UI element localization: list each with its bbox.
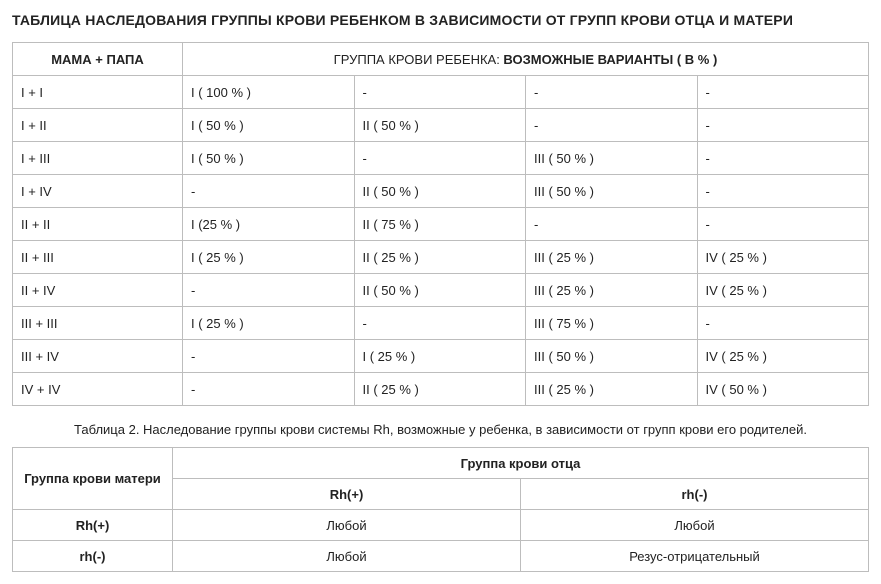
cell-child-variant: - [697,142,869,175]
cell-parents: III + III [13,307,183,340]
cell-child-variant: III ( 50 % ) [526,142,698,175]
cell-parents: II + II [13,208,183,241]
cell-mother-rh: Rh(+) [13,510,173,541]
cell-result: Любой [173,541,521,572]
cell-parents: II + IV [13,274,183,307]
cell-child-variant: III ( 25 % ) [526,241,698,274]
table-row: III + IV-I ( 25 % )III ( 50 % )IV ( 25 %… [13,340,869,373]
cell-result: Резус-отрицательный [521,541,869,572]
cell-child-variant: I (25 % ) [183,208,355,241]
cell-mother-rh: rh(-) [13,541,173,572]
blood-type-inheritance-table: МАМА + ПАПА ГРУППА КРОВИ РЕБЕНКА: ВОЗМОЖ… [12,42,869,406]
cell-child-variant: IV ( 25 % ) [697,274,869,307]
cell-child-variant: II ( 25 % ) [354,241,526,274]
table-header-row: МАМА + ПАПА ГРУППА КРОВИ РЕБЕНКА: ВОЗМОЖ… [13,43,869,76]
cell-child-variant: II ( 50 % ) [354,109,526,142]
cell-child-variant: I ( 50 % ) [183,142,355,175]
header-parents: МАМА + ПАПА [13,43,183,76]
table-row: I + IIII ( 50 % )-III ( 50 % )- [13,142,869,175]
cell-parents: I + III [13,142,183,175]
cell-child-variant: IV ( 25 % ) [697,340,869,373]
cell-child-variant: II ( 25 % ) [354,373,526,406]
cell-result: Любой [521,510,869,541]
table-row: III + IIII ( 25 % )-III ( 75 % )- [13,307,869,340]
cell-result: Любой [173,510,521,541]
cell-child-variant: II ( 50 % ) [354,274,526,307]
cell-child-variant: II ( 75 % ) [354,208,526,241]
cell-child-variant: - [183,175,355,208]
cell-child-variant: - [354,76,526,109]
cell-child-variant: - [183,340,355,373]
cell-child-variant: I ( 25 % ) [183,241,355,274]
header-child-variants: ГРУППА КРОВИ РЕБЕНКА: ВОЗМОЖНЫЕ ВАРИАНТЫ… [183,43,869,76]
table-row: II + IIII ( 25 % )II ( 25 % )III ( 25 % … [13,241,869,274]
cell-child-variant: - [697,175,869,208]
table-row: II + III (25 % )II ( 75 % )-- [13,208,869,241]
cell-parents: I + I [13,76,183,109]
father-col-rh-neg: rh(-) [521,479,869,510]
cell-child-variant: - [697,307,869,340]
header-child-bold: ВОЗМОЖНЫЕ ВАРИАНТЫ ( В % ) [503,52,717,67]
cell-child-variant: I ( 25 % ) [354,340,526,373]
table-row: I + II ( 100 % )--- [13,76,869,109]
cell-child-variant: - [697,208,869,241]
cell-child-variant: - [354,307,526,340]
table2-header-row1: Группа крови матери Группа крови отца [13,448,869,479]
cell-parents: III + IV [13,340,183,373]
table-row: IV + IV-II ( 25 % )III ( 25 % )IV ( 50 %… [13,373,869,406]
cell-parents: I + II [13,109,183,142]
cell-child-variant: - [526,109,698,142]
cell-child-variant: IV ( 50 % ) [697,373,869,406]
table-row: rh(-)ЛюбойРезус-отрицательный [13,541,869,572]
cell-child-variant: III ( 25 % ) [526,274,698,307]
cell-child-variant: IV ( 25 % ) [697,241,869,274]
cell-child-variant: I ( 25 % ) [183,307,355,340]
cell-child-variant: - [354,142,526,175]
cell-child-variant: II ( 50 % ) [354,175,526,208]
cell-child-variant: - [697,76,869,109]
table-row: Rh(+)ЛюбойЛюбой [13,510,869,541]
cell-parents: II + III [13,241,183,274]
cell-child-variant: III ( 75 % ) [526,307,698,340]
cell-child-variant: III ( 25 % ) [526,373,698,406]
cell-child-variant: - [697,109,869,142]
cell-parents: I + IV [13,175,183,208]
header-child-prefix: ГРУППА КРОВИ РЕБЕНКА: [334,52,504,67]
table-row: I + IV-II ( 50 % )III ( 50 % )- [13,175,869,208]
cell-child-variant: I ( 50 % ) [183,109,355,142]
header-mother-blood: Группа крови матери [13,448,173,510]
cell-child-variant: - [183,274,355,307]
page-title: ТАБЛИЦА НАСЛЕДОВАНИЯ ГРУППЫ КРОВИ РЕБЕНК… [12,12,869,28]
rh-inheritance-table: Группа крови матери Группа крови отца Rh… [12,447,869,572]
cell-child-variant: - [183,373,355,406]
cell-child-variant: - [526,208,698,241]
cell-child-variant: I ( 100 % ) [183,76,355,109]
table-row: I + III ( 50 % )II ( 50 % )-- [13,109,869,142]
cell-child-variant: III ( 50 % ) [526,175,698,208]
cell-child-variant: - [526,76,698,109]
cell-parents: IV + IV [13,373,183,406]
table2-caption: Таблица 2. Наследование группы крови сис… [12,422,869,437]
table-row: II + IV-II ( 50 % )III ( 25 % )IV ( 25 %… [13,274,869,307]
header-father-blood: Группа крови отца [173,448,869,479]
cell-child-variant: III ( 50 % ) [526,340,698,373]
father-col-rh-pos: Rh(+) [173,479,521,510]
